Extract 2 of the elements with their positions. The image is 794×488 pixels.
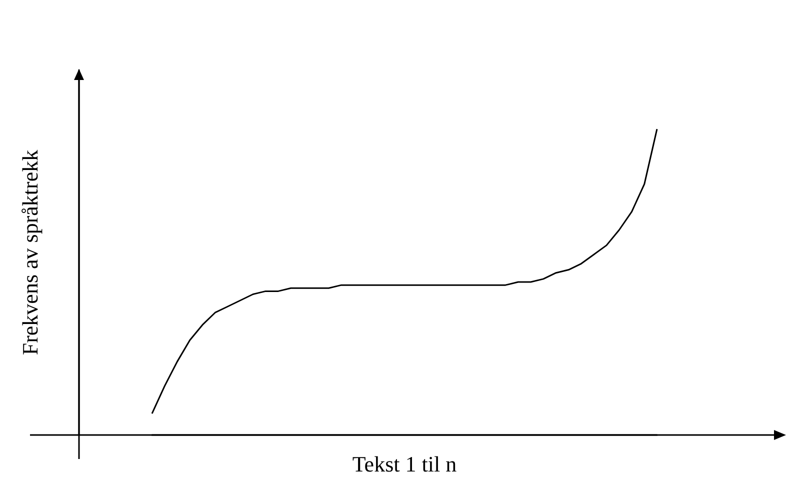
y-axis-title: Frekvens av språktrekk — [18, 150, 42, 356]
x-axis-title: Tekst 1 til n — [352, 452, 457, 476]
